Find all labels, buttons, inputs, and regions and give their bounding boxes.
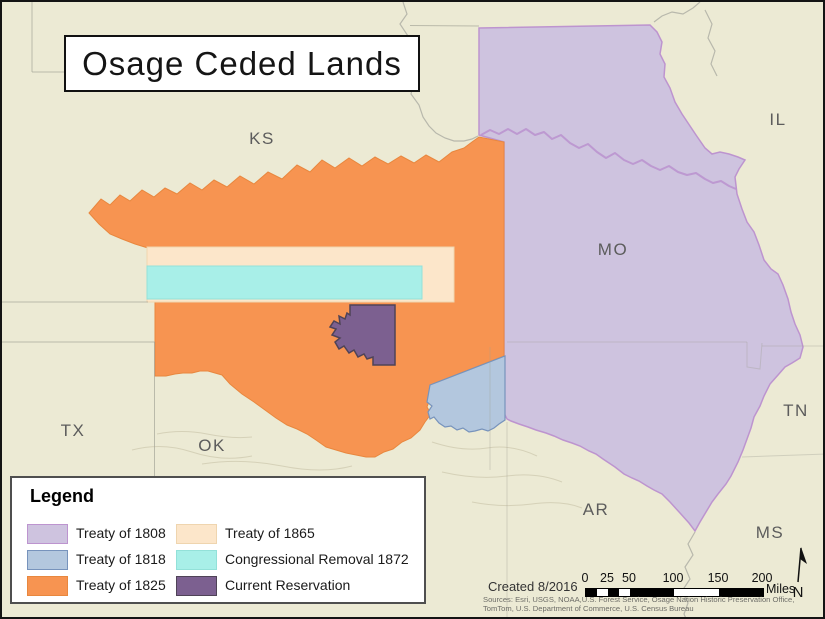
label-tn: TN [783,401,809,420]
treaty-1808-label: Treaty of 1808 [76,525,166,541]
river-lines [399,2,718,617]
scalebar-tick-25: 25 [600,571,614,585]
scalebar-tick-0: 0 [581,571,589,585]
scalebar-tick-200: 200 [751,571,773,585]
label-mo: MO [598,240,628,259]
label-ms: MS [756,523,785,542]
treaty-1825-swatch [27,576,68,596]
scale-bar [585,588,764,597]
label-ar: AR [583,500,610,519]
page-title: Osage Ceded Lands [82,44,402,82]
current-reservation-swatch [176,576,217,596]
north-arrow: N [793,547,807,601]
north-arrow-label: N [793,584,804,601]
scalebar-tick-50: 50 [622,571,636,585]
treaty-1818-label: Treaty of 1818 [76,551,166,567]
scalebar-tick-100: 100 [662,571,684,585]
north-arrow-needle [800,547,807,564]
sources-line1: Sources: Esri, USGS, NOAA,U.S. Forest Se… [483,595,795,604]
legend: Legend Treaty of 1808 Treaty of 1818 Tre… [10,476,426,604]
label-il: IL [769,110,786,129]
treaty-1865-swatch [176,524,217,544]
treaty-1818-swatch [27,550,68,570]
scalebar-unit: Miles [766,582,796,596]
treaty-1825-label: Treaty of 1825 [76,577,166,593]
congressional-removal-1872-swatch [176,550,217,570]
legend-title: Legend [30,486,95,506]
region-current-reservation [328,304,396,366]
scalebar-tick-150: 150 [707,571,729,585]
missouri-river [480,128,737,190]
terrain-shading [131,431,583,509]
region-treaty-1818 [426,355,506,433]
region-treaty-1808 [478,24,804,533]
state-labels: KS MO IL TX OK AR TN MS [61,110,809,542]
current-reservation-label: Current Reservation [225,577,351,593]
congressional-removal-1872-label: Congressional Removal 1872 [225,551,409,567]
label-tx: TX [61,421,86,440]
label-ok: OK [198,436,226,455]
sources-line2: TomTom, U.S. Department of Commerce, U.S… [483,603,694,613]
created-date: Created 8/2016 [488,579,578,594]
label-ks: KS [249,129,275,148]
sources-credit: Sources: Esri, USGS, NOAA,U.S. Forest Se… [483,595,823,614]
treaty-1865-label: Treaty of 1865 [225,525,315,541]
treaty-1808-swatch [27,524,68,544]
map-title-box: Osage Ceded Lands [64,35,420,92]
region-congressional-removal-1872 [146,265,423,300]
